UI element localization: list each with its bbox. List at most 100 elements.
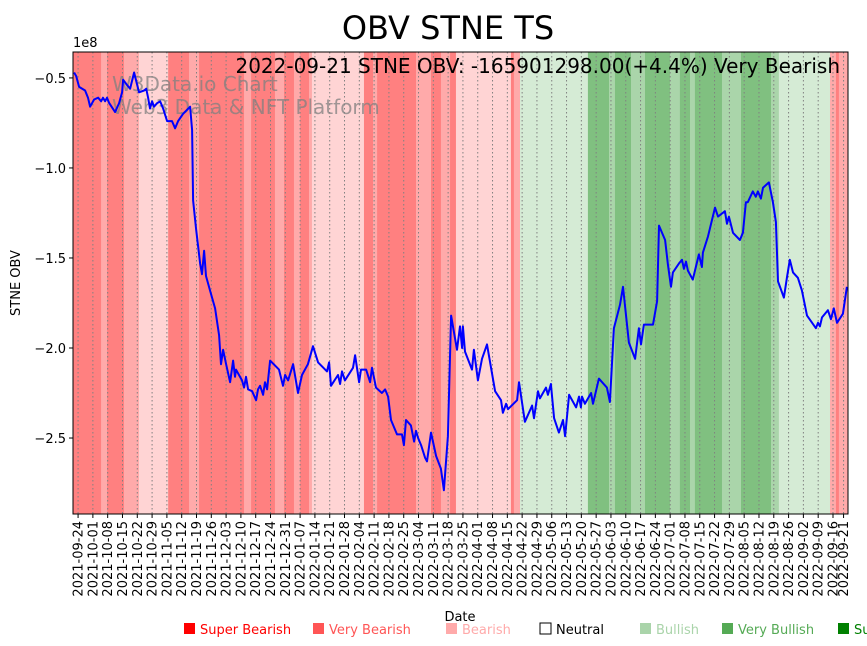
x-tick-label: 2022-01-28 <box>338 521 353 597</box>
band-vbull <box>614 52 632 514</box>
x-tick-label: 2021-10-08 <box>101 521 116 597</box>
watermark-line-2: Web3 Data & NFT Platform <box>112 95 380 119</box>
x-tick-label: 2022-01-07 <box>294 521 309 597</box>
x-tick-label: 2021-12-17 <box>249 521 264 597</box>
y-multiplier-label: 1e8 <box>73 36 98 51</box>
legend-label: Bearish <box>462 623 511 638</box>
legend-swatch <box>539 622 552 635</box>
x-tick-label: 2022-06-10 <box>619 521 634 597</box>
legend: Super Bearish Very Bearish Bearish Neutral B… <box>184 622 867 638</box>
band-vbear <box>431 52 442 514</box>
x-tick-label: 2021-10-22 <box>131 521 146 597</box>
x-tick-label: 2022-07-29 <box>723 521 738 597</box>
x-tick-label: 2022-02-18 <box>382 521 397 597</box>
x-tick-label: 2021-09-24 <box>72 521 87 597</box>
x-tick-label: 2022-03-18 <box>442 521 457 597</box>
y-axis-label: STNE OBV <box>9 250 24 316</box>
y-tick-label: −1.5 <box>34 252 66 267</box>
band-bear <box>373 52 378 514</box>
band-bear <box>189 52 200 514</box>
y-axis: −0.5 −1.0 −1.5 −2.0 −2.5 <box>34 72 73 447</box>
watermark: W3Data.io Chart Web3 Data & NFT Platform <box>112 72 380 119</box>
x-tick-label: 2021-11-26 <box>205 521 220 597</box>
series-layer <box>73 71 848 492</box>
legend-swatch <box>184 623 195 634</box>
legend-swatch <box>313 623 324 634</box>
x-tick-label: 2022-07-15 <box>693 521 708 597</box>
legend-swatch <box>446 623 457 634</box>
band-bull <box>609 52 616 514</box>
legend-item: Very Bullish <box>722 623 814 638</box>
band-bear <box>308 52 313 514</box>
band-vbear <box>199 52 245 514</box>
x-tick-label: 2021-10-15 <box>116 521 131 597</box>
x-tick-label: 2022-04-22 <box>516 521 531 597</box>
x-tick-label: 2022-07-01 <box>664 521 679 597</box>
band-bear <box>123 52 140 514</box>
x-tick-label: 2022-02-04 <box>353 521 368 597</box>
band-vbull <box>679 52 691 514</box>
band-vbear <box>73 52 102 514</box>
band-lbear <box>311 52 365 514</box>
legend-label: Neutral <box>556 623 604 638</box>
x-tick-label: 2021-11-05 <box>160 521 175 597</box>
legend-swatch <box>722 623 733 634</box>
x-tick-label: 2022-07-08 <box>678 521 693 597</box>
y-tick-label: −1.0 <box>34 162 66 177</box>
x-tick-label: 2021-11-12 <box>175 521 190 597</box>
x-tick-label: 2022-05-20 <box>575 521 590 597</box>
y-tick-label: −2.5 <box>34 432 66 447</box>
legend-swatch <box>640 623 651 634</box>
x-axis: 2021-09-24 2021-10-01 2021-10-08 2021-10-15… <box>72 514 852 597</box>
x-tick-label: 2021-12-10 <box>234 521 249 597</box>
band-bear <box>415 52 432 514</box>
x-axis-label: Date <box>444 610 475 625</box>
x-tick-label: 2021-12-24 <box>264 521 279 597</box>
band-bull <box>631 52 646 514</box>
band-lbear <box>138 52 169 514</box>
x-tick-label: 2022-04-15 <box>501 521 516 597</box>
band-bear <box>101 52 108 514</box>
band-bear <box>274 52 285 514</box>
legend-label: Bullish <box>656 623 699 638</box>
legend-label: Super Bullish <box>854 623 867 638</box>
x-tick-label: 2021-10-29 <box>146 521 161 597</box>
band-vbear <box>510 52 515 514</box>
x-tick-label: 2022-08-05 <box>738 521 753 597</box>
plot-frame <box>72 51 849 515</box>
band-vbear <box>835 52 840 514</box>
x-tick-label: 2022-03-04 <box>412 521 427 597</box>
x-tick-label: 2022-09-21 <box>837 521 852 597</box>
x-tick-label: 2022-08-26 <box>782 521 797 597</box>
x-tick-label: 2022-06-17 <box>634 521 649 597</box>
x-tick-label: 2022-02-25 <box>397 521 412 597</box>
x-tick-label: 2022-09-02 <box>797 521 812 597</box>
x-tick-label: 2022-04-08 <box>486 521 501 597</box>
legend-item: Very Bearish <box>313 623 411 638</box>
x-tick-label: 2022-01-14 <box>308 521 323 597</box>
band-bear <box>244 52 252 514</box>
x-tick-label: 2022-09-16 <box>826 521 841 597</box>
band-vbull <box>694 52 723 514</box>
x-tick-label: 2022-01-21 <box>323 521 338 597</box>
band-vbear <box>284 52 295 514</box>
band-bear <box>293 52 301 514</box>
y-tick-label: −2.0 <box>34 342 66 357</box>
band-vbear <box>168 52 190 514</box>
band-vbear <box>377 52 417 514</box>
band-bull <box>669 52 681 514</box>
legend-item: Super Bullish <box>838 623 867 638</box>
x-tick-label: 2021-12-31 <box>279 521 294 597</box>
x-tick-label: 2022-03-25 <box>456 521 471 597</box>
x-tick-label: 2021-11-19 <box>190 521 205 597</box>
legend-label: Super Bearish <box>200 623 291 638</box>
latest-value-annotation: 2022-09-21 STNE OBV: -165901298.00(+4.4%… <box>235 54 840 78</box>
x-tick-label: 2022-06-24 <box>649 521 664 597</box>
x-tick-label: 2022-04-01 <box>471 521 486 597</box>
legend-item: Bullish <box>640 623 699 638</box>
legend-item: Neutral <box>539 622 604 638</box>
band-bull <box>690 52 696 514</box>
band-bull <box>771 52 780 514</box>
band-bear <box>838 52 849 514</box>
x-tick-label: 2022-07-22 <box>708 521 723 597</box>
